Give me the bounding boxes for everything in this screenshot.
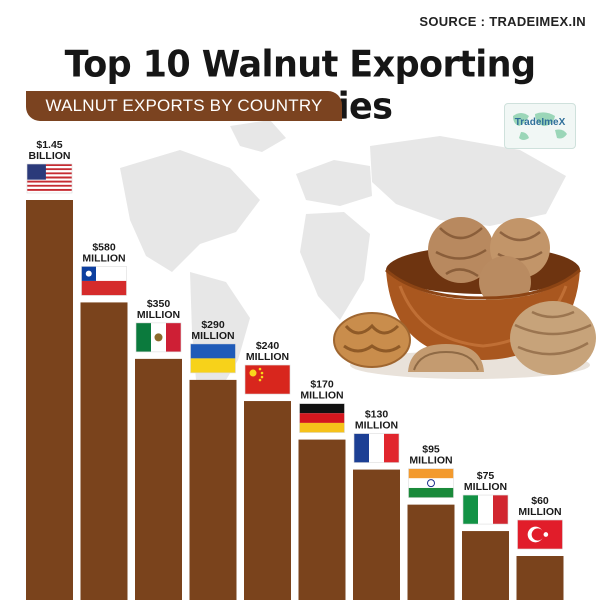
value-label: MILLION [137,309,180,321]
logo-map-icon [513,112,567,140]
map-landmass-3 [296,160,372,206]
bar-series [26,200,564,600]
value-label: MILLION [409,455,452,467]
value-label: MILLION [355,420,398,432]
tradeimex-logo: TradeImeX [504,103,576,149]
italy-flag-icon [462,494,509,525]
france-flag-icon [353,433,400,463]
ukraine-flag-icon [190,343,236,374]
india-flag-icon [408,468,454,498]
value-label: $95 [422,444,440,456]
bar-india [407,504,455,600]
mexico-flag-icon [135,322,182,353]
value-label: MILLION [518,506,561,518]
germany-flag-icon [299,403,345,433]
bar-mexico [135,358,182,600]
map-landmass-5 [370,136,566,226]
bar-turkey [516,556,564,600]
value-label: $240 [256,340,280,352]
value-label: $60 [531,495,549,507]
bar-china [244,401,291,600]
value-label: MILLION [464,481,507,493]
chile-flag-icon [81,266,127,296]
bar-italy [462,531,509,600]
turkey-flag-icon [517,519,563,550]
walnut-bowl-illustration [333,217,596,379]
value-label: $1.45 [36,139,62,151]
value-label: $580 [92,241,116,253]
chart-subtitle: WALNUT EXPORTS BY COUNTRY [26,91,342,121]
china-flag-icon [244,364,291,395]
value-label-series: $1.45BILLION$580MILLION$350MILLION$290MI… [29,139,562,518]
map-landmass-4 [300,212,370,320]
value-label: $130 [365,409,389,421]
us-flag-icon [26,163,73,194]
map-landmass-1 [230,120,286,152]
value-label: $290 [201,319,225,331]
value-label: BILLION [29,150,71,162]
bar-chile [80,302,128,600]
logo-text: TradeImeX [514,117,566,128]
source-label: SOURCE : TRADEIMEX.IN [419,14,586,29]
bar-france [353,469,400,600]
bar-germany [298,439,346,600]
value-label: $170 [310,379,334,391]
bar-ukraine [189,379,237,600]
value-label: MILLION [191,330,234,342]
value-label: MILLION [300,390,343,402]
value-label: $350 [147,298,171,310]
bar-united-states [26,200,73,600]
flag-series [26,163,563,550]
value-label: MILLION [246,351,289,363]
map-landmass-0 [120,150,260,272]
value-label: $75 [477,470,495,482]
value-label: MILLION [82,252,125,264]
